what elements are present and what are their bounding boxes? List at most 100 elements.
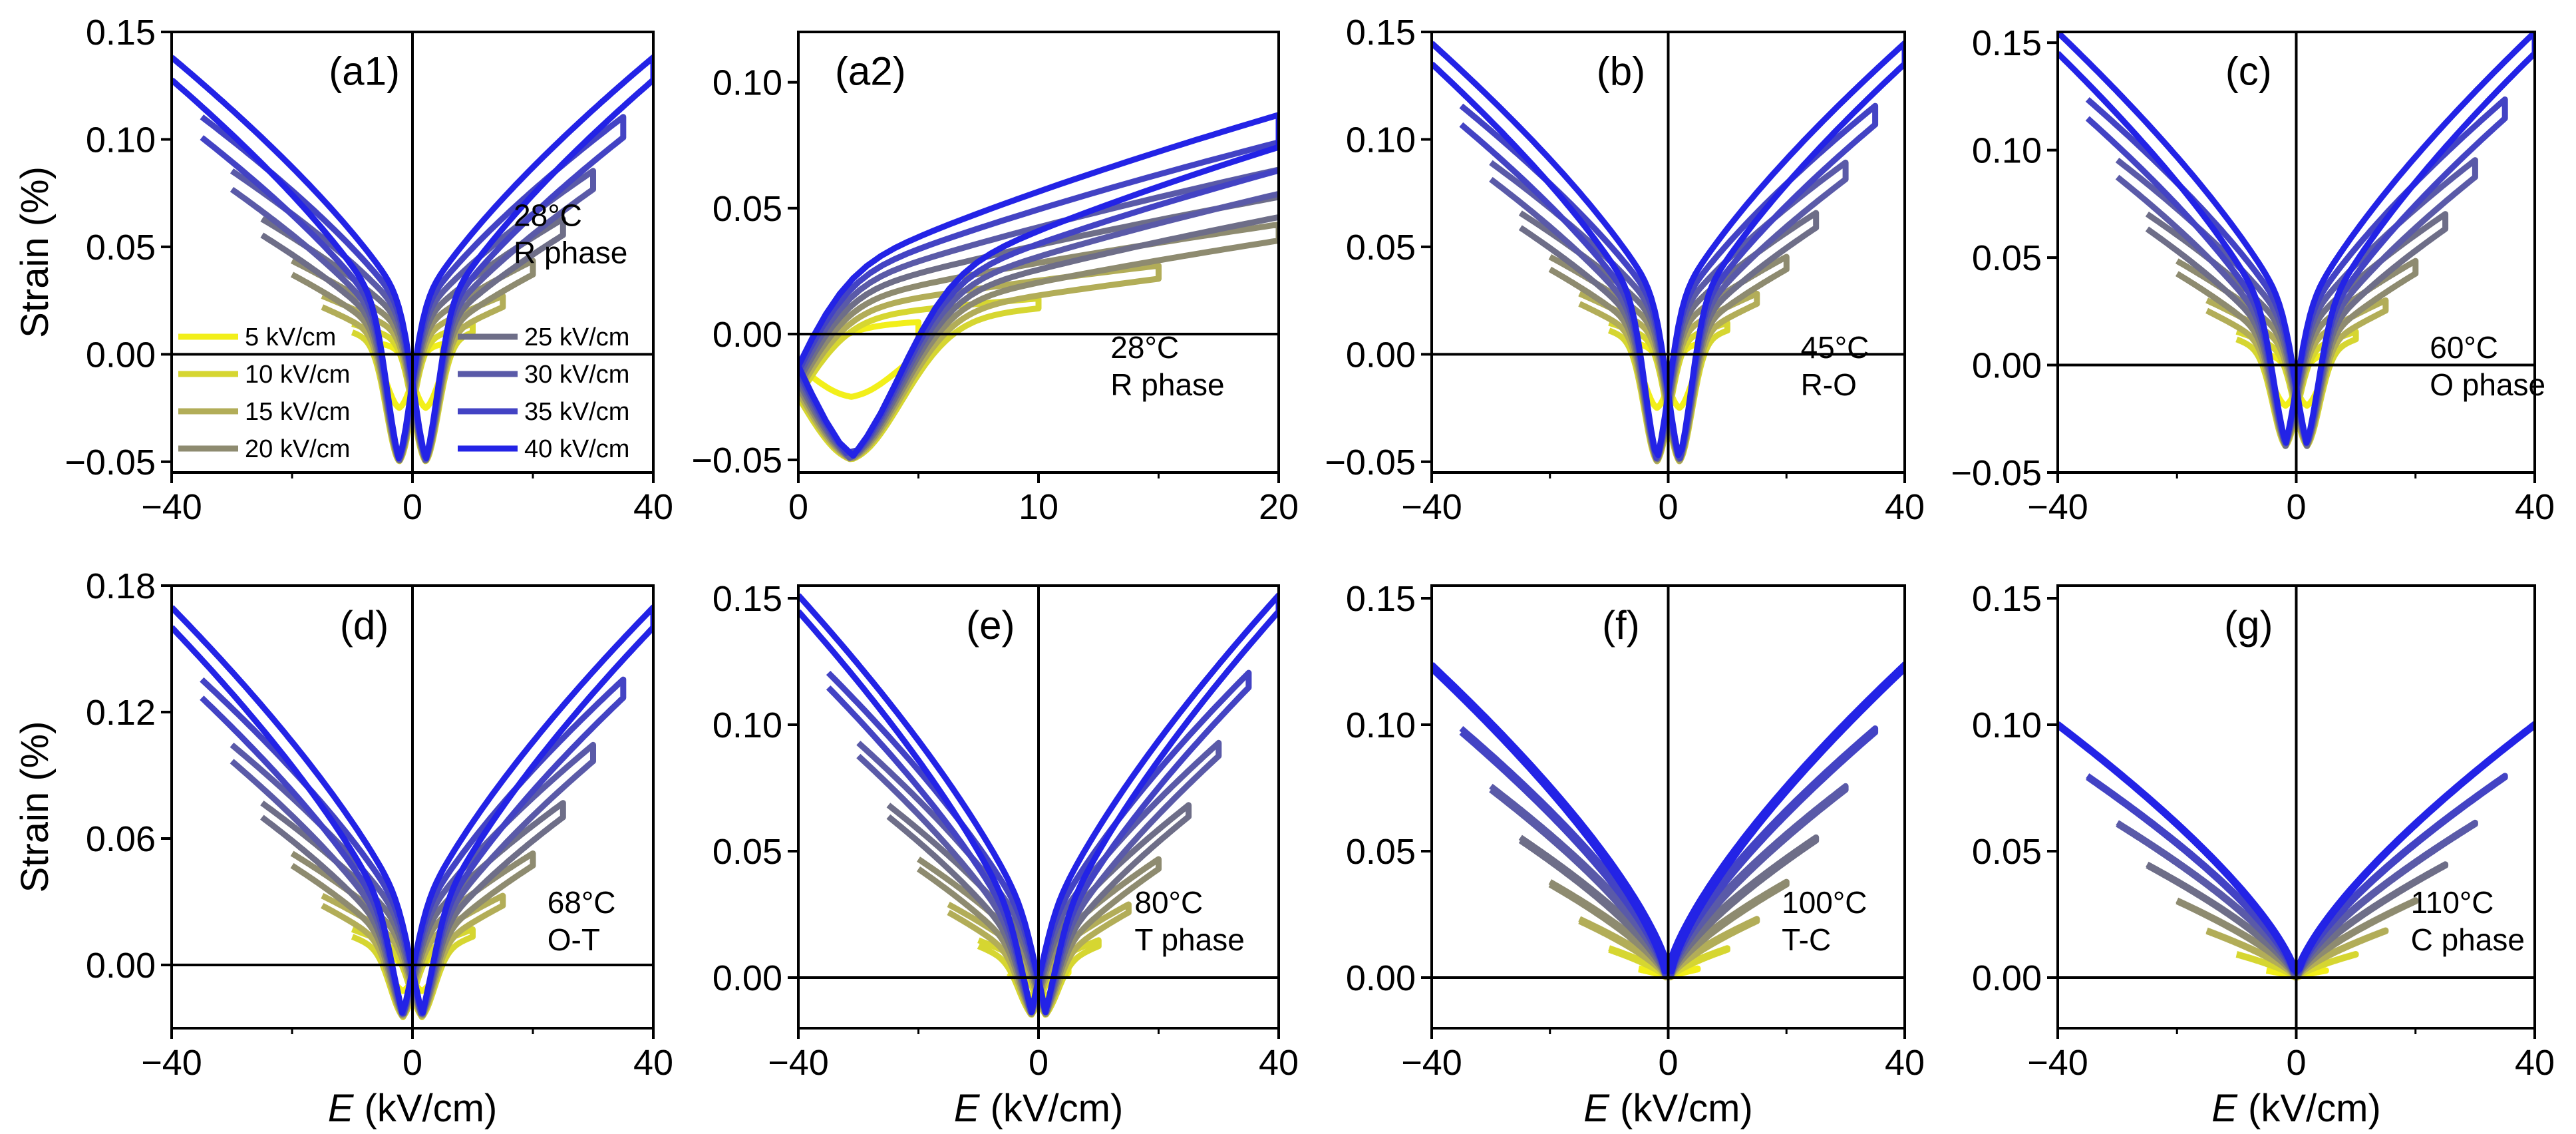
x-tick-label: 0 [1029,1043,1048,1083]
legend-label: 40 kV/cm [524,435,629,463]
x-tick-label: 0 [2286,487,2306,527]
y-tick-label: 0.10 [1346,120,1416,160]
temperature-annotation: 80°C [1134,885,1203,920]
panel-a1: −40 0 40 −0.05 0.00 0.05 0.10 0.15 (a1) 28°CR pha… [13,13,673,527]
series-line-40kv [1432,661,1905,975]
y-tick-label: 0.18 [86,566,156,606]
series-line-40kv [2058,32,2535,446]
series-line-25kv [1518,834,1820,980]
series-line-10kv [2234,951,2359,980]
x-tick-label: 0 [1658,487,1678,527]
series-line-40kv [1432,40,1905,459]
series-group [1432,661,1905,981]
y-tick-label: 0.00 [713,315,782,355]
series-line-30kv [2116,819,2478,977]
series-line-40kv [798,592,1279,1016]
y-tick-label: −0.05 [1325,443,1416,482]
x-axis-title: E (kV/cm) [328,1087,498,1130]
series-line-15kv [2205,927,2389,980]
series-line-40kv [798,112,1279,459]
temperature-annotation: 60°C [2430,330,2498,365]
series-group [798,112,1279,463]
x-tick-label: 0 [2286,1043,2306,1083]
y-axis-title: Strain (%) [13,166,57,338]
series-line-40kv [172,604,653,1016]
x-tick-label: 10 [1019,487,1058,527]
series-group [2058,32,2535,449]
y-tick-label: 0.12 [86,693,156,733]
panel-c: −40 0 40 −0.05 0.00 0.05 0.10 0.15 (c) 60°CO phas… [1951,23,2555,527]
legend-label: 15 kV/cm [245,398,350,426]
legend: 5 kV/cm 10 kV/cm 15 kV/cm 20 kV/cm 25 kV/cm 3… [178,323,629,463]
series-line-35kv [2086,773,2508,976]
panel-b: −40 0 40 −0.05 0.00 0.05 0.10 0.15 (b) 45°CR-O [1325,13,1925,527]
series-line-40kv [172,54,653,462]
panel-label: (f) [1602,603,1640,648]
series-line-25kv [798,194,1279,461]
x-tick-label: −40 [2027,487,2088,527]
temperature-annotation: 100°C [1782,885,1867,920]
phase-annotation: T phase [1134,922,1244,957]
x-tick-label: −40 [1401,487,1462,527]
series-line-20kv [798,221,1279,461]
x-axis-title: E (kV/cm) [2211,1087,2381,1130]
temperature-annotation: 110°C [2411,885,2494,920]
series-line-35kv [1459,725,1879,977]
legend-label: 35 kV/cm [524,398,629,426]
panel-f: −40 0 40 0.00 0.05 0.10 0.15 (f) 100°CT-C E (kV/c… [1346,579,1925,1130]
phase-annotation: T-C [1782,922,1831,957]
series-line-35kv [200,114,627,459]
phase-annotation: R phase [514,235,627,270]
legend-label: 5 kV/cm [245,323,336,351]
y-tick-label: 0.06 [86,819,156,859]
series-group [172,54,653,465]
panel-label: (g) [2224,603,2273,648]
phase-annotation: R phase [1110,367,1224,402]
series-line-30kv [798,166,1279,461]
x-tick-label: −40 [141,1043,202,1083]
y-tick-label: −0.05 [1951,453,2042,493]
x-axis-title: E (kV/cm) [954,1087,1124,1130]
series-group [172,604,653,1020]
y-tick-label: −0.05 [65,443,156,482]
legend-label: 25 kV/cm [524,323,629,351]
x-tick-label: 0 [402,1043,422,1083]
y-tick-label: 0.15 [1972,23,2042,63]
temperature-annotation: 45°C [1801,330,1869,365]
phase-annotation: C phase [2411,922,2525,957]
y-tick-label: 0.00 [86,946,156,986]
legend-label: 10 kV/cm [245,361,350,389]
y-tick-label: 0.05 [1346,832,1416,872]
y-tick-label: 0.10 [1972,705,2042,745]
x-tick-label: −40 [141,487,202,527]
x-tick-label: −40 [2027,1043,2088,1083]
x-tick-label: 40 [1259,1043,1299,1083]
y-tick-label: 0.00 [1346,335,1416,375]
panel-g: −40 0 40 0.00 0.05 0.10 0.15 (g) 110°CC phase E (… [1972,579,2555,1130]
y-tick-label: 0.05 [1972,238,2042,278]
y-tick-label: 0.00 [86,335,156,375]
series-line-25kv [2146,861,2449,978]
series-group [798,592,1279,1018]
legend-label: 30 kV/cm [524,361,629,389]
panel-label: (c) [2225,49,2272,93]
series-line-15kv [1577,916,1760,980]
y-axis-title: Strain (%) [13,721,57,893]
y-tick-label: 0.15 [1346,13,1416,53]
x-tick-label: 0 [788,487,808,527]
y-tick-label: 0.05 [86,228,156,268]
series-line-35kv [798,139,1279,456]
y-tick-label: 0.05 [1972,832,2042,872]
y-tick-label: 0.10 [1972,131,2042,171]
phase-annotation: O-T [548,922,600,957]
series-line-30kv [1489,783,1849,980]
panel-a2: 0 10 20 −0.05 0.00 0.05 0.10 (a2) 28°CR phase [691,31,1299,527]
y-tick-label: 0.10 [86,120,156,160]
series-line-35kv [2085,96,2508,443]
y-tick-label: 0.10 [713,63,782,103]
y-tick-label: 0.00 [1972,958,2042,998]
panel-e: −40 0 40 0.00 0.05 0.10 0.15 (e) 80°CT phase E (k… [713,579,1299,1130]
y-tick-label: 0.15 [86,13,156,53]
series-line-35kv [1459,102,1879,461]
